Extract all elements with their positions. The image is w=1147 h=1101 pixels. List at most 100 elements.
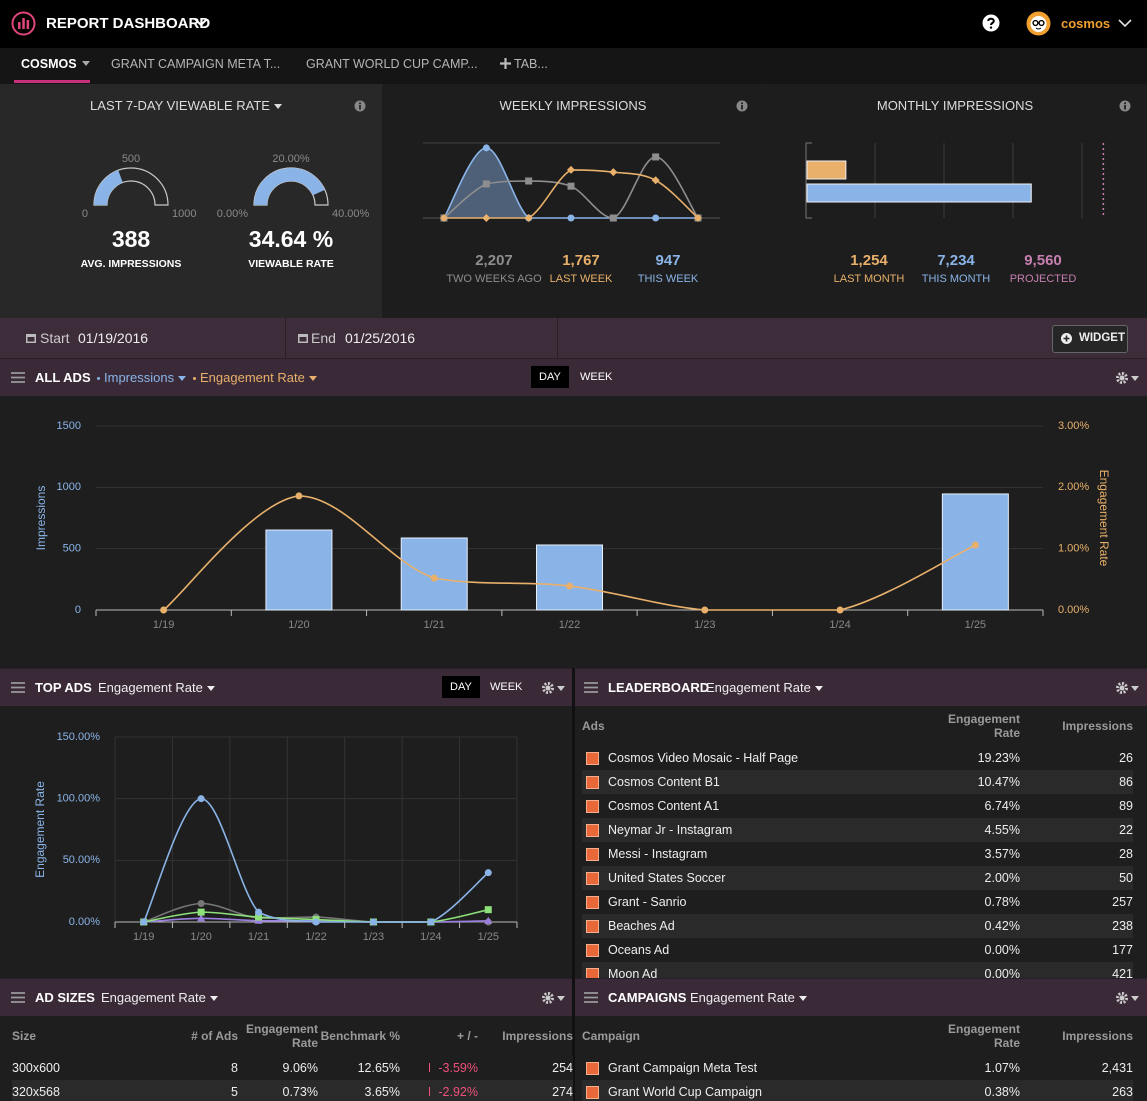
cell-text: 257 <box>1112 895 1133 909</box>
ad-sizes-table: Size # of Ads Engagement Rate Benchmark % + … <box>12 1016 573 1101</box>
info-icon[interactable] <box>736 100 748 112</box>
caret <box>798 996 807 1002</box>
toggle-week[interactable]: WEEK <box>580 371 613 383</box>
toggle-week[interactable]: WEEK <box>490 681 523 693</box>
marker <box>484 869 492 877</box>
app-title[interactable]: REPORT DASHBOARD <box>46 15 211 32</box>
marker <box>254 916 263 924</box>
y-axis-title: Engagement Rate <box>33 781 47 878</box>
marker <box>426 918 435 925</box>
kpi-panel <box>765 84 1147 318</box>
cell-text: 320x568 <box>12 1085 60 1099</box>
settings-icon[interactable] <box>1116 371 1142 385</box>
x-tick-label: 1/19 <box>133 931 154 943</box>
tab-menu[interactable] <box>78 55 90 73</box>
cell-text: -3.59% <box>438 1061 478 1075</box>
cell-text: 26 <box>1119 751 1133 765</box>
chevron[interactable] <box>1118 18 1132 28</box>
drag-icon[interactable] <box>11 992 25 1003</box>
tab-active[interactable]: COSMOS <box>21 57 77 71</box>
cell-text: 4.55% <box>984 823 1020 837</box>
start-date[interactable]: 01/19/2016 <box>78 330 149 346</box>
marker <box>140 918 148 926</box>
caret <box>814 686 823 692</box>
settings-icon[interactable] <box>542 991 568 1005</box>
metric-dropdown[interactable]: Engagement Rate <box>690 979 807 1016</box>
cell: 421 <box>1020 962 1133 978</box>
row: Grant Campaign Meta Test 1.07% 2,431 <box>582 1056 1133 1080</box>
divider <box>572 668 575 1101</box>
panel-header: LEADERBOARD Engagement Rate <box>575 668 1147 706</box>
row-icon <box>586 1062 599 1076</box>
metric-dropdown[interactable]: Engagement Rate <box>101 979 218 1016</box>
end-date[interactable]: 01/25/2016 <box>345 330 416 346</box>
settings-icon[interactable] <box>1116 991 1142 1005</box>
bar <box>536 544 603 611</box>
cell: 19.23% <box>932 746 1020 770</box>
cell: 6.74% <box>932 794 1020 818</box>
bar <box>265 529 333 611</box>
toggle-day[interactable]: DAY <box>531 366 569 388</box>
drag-icon[interactable] <box>584 682 598 693</box>
drag-icon[interactable] <box>584 992 598 1003</box>
cell: 2.00% <box>932 866 1020 890</box>
cell-text: 89 <box>1119 799 1133 813</box>
caret <box>82 61 90 67</box>
logo[interactable] <box>11 11 36 36</box>
marker <box>701 606 709 614</box>
y-tick-label: 1500 <box>57 420 81 432</box>
row: Grant - Sanrio 0.78% 257 <box>582 890 1133 914</box>
caret <box>273 104 282 110</box>
tab-add[interactable]: TAB... <box>514 57 548 71</box>
column-header: Engagement Rate <box>947 712 1020 740</box>
tab[interactable]: GRANT CAMPAIGN META T... <box>111 57 281 71</box>
caret <box>206 686 215 692</box>
settings-icon[interactable] <box>542 681 568 695</box>
user-name[interactable]: cosmos <box>1061 16 1111 31</box>
bar <box>941 493 1009 611</box>
marker <box>427 918 435 926</box>
cell-text: 6.74% <box>984 799 1020 813</box>
tab[interactable]: GRANT WORLD CUP CAMP... <box>306 57 478 71</box>
panel-title[interactable]: LAST 7-DAY VIEWABLE RATE <box>90 98 282 113</box>
cell: 5 <box>172 1080 238 1101</box>
tab-underline <box>14 80 90 83</box>
help-icon[interactable] <box>982 14 1000 32</box>
marker <box>971 541 979 549</box>
cell: 89 <box>1020 794 1133 818</box>
cell: 274 <box>478 1080 573 1101</box>
panel-header: CAMPAIGNS Engagement Rate <box>575 978 1147 1016</box>
metric-name: Engagement Rate <box>200 370 305 385</box>
title-text: LAST 7-DAY VIEWABLE RATE <box>90 98 270 113</box>
marker <box>140 918 148 926</box>
row-icon <box>586 968 599 978</box>
x-tick-label: 1/22 <box>559 619 580 631</box>
settings-icon[interactable] <box>1116 681 1142 695</box>
toggle-day[interactable]: DAY <box>442 676 480 698</box>
metric-name: Engagement Rate <box>101 990 206 1005</box>
metric-dropdown[interactable]: Engagement Rate <box>706 669 823 706</box>
y2-tick-label: 1.00% <box>1058 543 1089 555</box>
cell: 8 <box>172 1056 238 1080</box>
row: Cosmos Content B1 10.47% 86 <box>582 770 1133 794</box>
plus-icon[interactable] <box>500 58 511 69</box>
marker <box>566 582 573 590</box>
metric-dropdown[interactable]: Engagement Rate <box>193 359 317 396</box>
metric-dropdown[interactable]: Engagement Rate <box>98 669 215 706</box>
chevron[interactable] <box>194 17 208 27</box>
divider <box>557 318 558 358</box>
info-icon[interactable] <box>354 100 366 112</box>
cell-text: 263 <box>1112 1085 1133 1099</box>
y-axis-title: Impressions <box>34 486 48 551</box>
cell-text: 177 <box>1112 943 1133 957</box>
panel-title: LEADERBOARD <box>608 680 710 695</box>
row: Oceans Ad 0.00% 177 <box>582 938 1133 962</box>
drag-icon[interactable] <box>11 682 25 693</box>
drag-icon[interactable] <box>11 372 25 383</box>
avatar[interactable] <box>1026 11 1051 36</box>
cell: 257 <box>1020 890 1133 914</box>
info-icon[interactable] <box>1119 100 1131 112</box>
metric-dropdown[interactable]: Impressions <box>97 359 187 396</box>
leaderboard-table: Ads Engagement Rate Impressions Cosmos Vide… <box>582 706 1142 978</box>
cell-text: Oceans Ad <box>608 942 670 957</box>
